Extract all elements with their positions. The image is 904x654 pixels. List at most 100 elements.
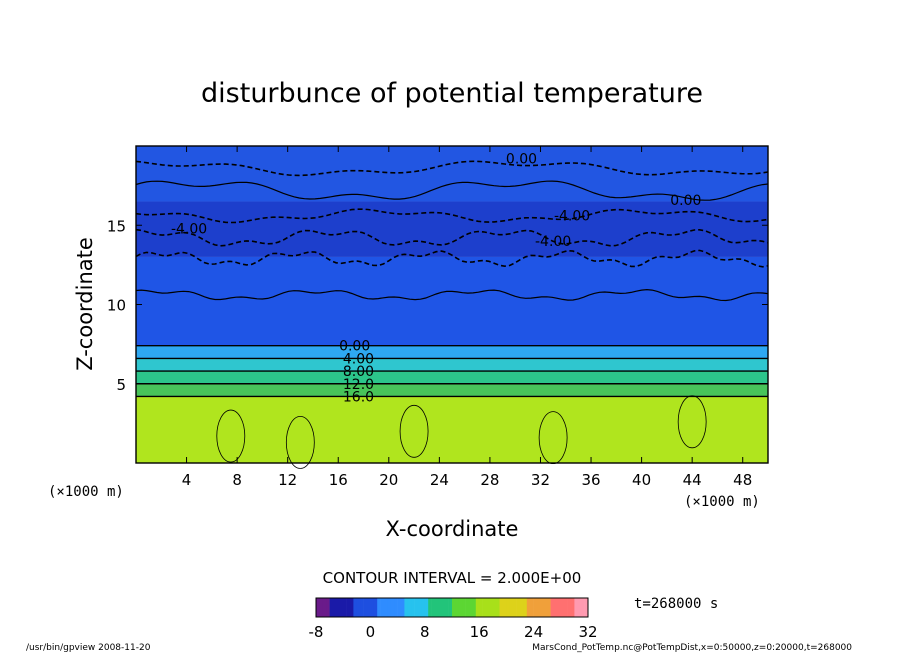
colorbar-cell (472, 598, 477, 617)
contour-label: 0.00 (670, 193, 701, 209)
colorbar-cell (458, 598, 463, 617)
colorbar-cell (373, 598, 378, 617)
colorbar-cell (513, 598, 517, 617)
colorbar-cell (377, 598, 381, 617)
x-tick-label: 40 (632, 471, 651, 489)
x-tick-label: 24 (430, 471, 449, 489)
x-tick-label: 8 (232, 471, 242, 489)
contour-band (136, 371, 768, 384)
colorbar-tick-label: 8 (420, 623, 430, 641)
x-tick-label: 4 (182, 471, 192, 489)
colorbar-cell (584, 598, 589, 617)
colorbar: -8 0 8 16 24 32 (309, 597, 598, 641)
colorbar-cell (316, 598, 320, 617)
colorbar-tick-label: 32 (578, 623, 597, 641)
colorbar-cell (333, 598, 337, 617)
x-tick-label: 44 (683, 471, 702, 489)
colorbar-cell (370, 598, 375, 617)
x-tick-label: 20 (379, 471, 398, 489)
colorbar-cell (322, 598, 327, 617)
contour-label: -4.00 (554, 209, 590, 225)
colorbar-cell (356, 598, 361, 617)
x-axis-label: X-coordinate (386, 517, 519, 541)
contour-band (136, 396, 768, 463)
colorbar-cell (489, 598, 494, 617)
colorbar-cell (560, 598, 565, 617)
colorbar-cell (414, 598, 419, 617)
colorbar-cell (367, 598, 371, 617)
colorbar-cell (397, 598, 402, 617)
colorbar-cell (418, 598, 422, 617)
colorbar-cell (363, 598, 368, 617)
contour-line (216, 409, 246, 463)
contour-line (135, 208, 769, 224)
colorbar-cell (452, 598, 456, 617)
contour-label: 0.00 (506, 152, 537, 168)
colorbar-cell (581, 598, 585, 617)
contour-band (136, 256, 768, 346)
colorbar-cell (567, 598, 572, 617)
contour-label: -4.00 (535, 234, 571, 250)
colorbar-cell (486, 598, 490, 617)
colorbar-cell (326, 598, 330, 617)
colorbar-cell (329, 598, 334, 617)
colorbar-cell (387, 598, 392, 617)
colorbar-cell (455, 598, 460, 617)
contour-overlay: 0.000.00-4.00-4.00-4.000.004.008.0012.01… (135, 152, 769, 469)
contour-label: -4.00 (171, 221, 207, 237)
contour-band (136, 383, 768, 397)
x-unit-right: (×1000 m) (684, 494, 760, 510)
colorbar-cell (336, 598, 341, 617)
colorbar-cell (435, 598, 439, 617)
footer-left: /usr/bin/gpview 2008-11-20 (26, 643, 151, 653)
colorbar-cell (394, 598, 398, 617)
colorbar-cell (462, 598, 466, 617)
colorbar-cell (353, 598, 358, 617)
contour-label: 12.0 (343, 377, 374, 393)
footer-right: MarsCond_PotTemp.nc@PotTempDist,x=0:5000… (532, 643, 852, 653)
colorbar-cell (339, 598, 344, 617)
colorbar-cell (564, 598, 568, 617)
colorbar-frame (315, 597, 589, 618)
contour-line (135, 180, 769, 201)
colorbar-tick-label: -8 (309, 623, 324, 641)
colorbar-cell (441, 598, 446, 617)
contour-label: 16.0 (343, 389, 374, 405)
colorbar-cell (557, 598, 562, 617)
x-tick-label: 36 (581, 471, 600, 489)
chart-title: disturbunce of potential temperature (201, 78, 703, 109)
colorbar-cell (530, 598, 534, 617)
colorbar-cell (319, 598, 324, 617)
x-tick-label: 32 (531, 471, 550, 489)
x-tick-label: 12 (278, 471, 297, 489)
y-tick-label: 10 (107, 297, 126, 315)
colorbar-cell (421, 598, 426, 617)
colorbar-cell (547, 598, 551, 617)
y-tick-label: 15 (107, 217, 126, 235)
colorbar-cell (523, 598, 528, 617)
plot-area (136, 146, 768, 463)
colorbar-cell (516, 598, 521, 617)
contour-label: 8.00 (343, 364, 374, 380)
colorbar-cell (431, 598, 436, 617)
colorbar-tick-label: 0 (366, 623, 376, 641)
colorbar-cell (543, 598, 548, 617)
colorbar-cell (407, 598, 412, 617)
colorbar-cell (445, 598, 449, 617)
colorbar-cell (448, 598, 453, 617)
colorbar-cell (571, 598, 575, 617)
colorbar-cell (537, 598, 541, 617)
y-axis-label: Z-coordinate (73, 237, 97, 371)
contour-line (399, 404, 429, 458)
contour-band (136, 201, 768, 257)
colorbar-cell (404, 598, 409, 617)
colorbar-cell (411, 598, 415, 617)
colorbar-cell (360, 598, 364, 617)
colorbar-cell (503, 598, 507, 617)
colorbar-cell (533, 598, 538, 617)
time-label: t=268000 s (634, 596, 718, 612)
colorbar-cell (550, 598, 555, 617)
colorbar-cell (492, 598, 497, 617)
colorbar-cell (574, 598, 579, 617)
colorbar-cell (577, 598, 582, 617)
